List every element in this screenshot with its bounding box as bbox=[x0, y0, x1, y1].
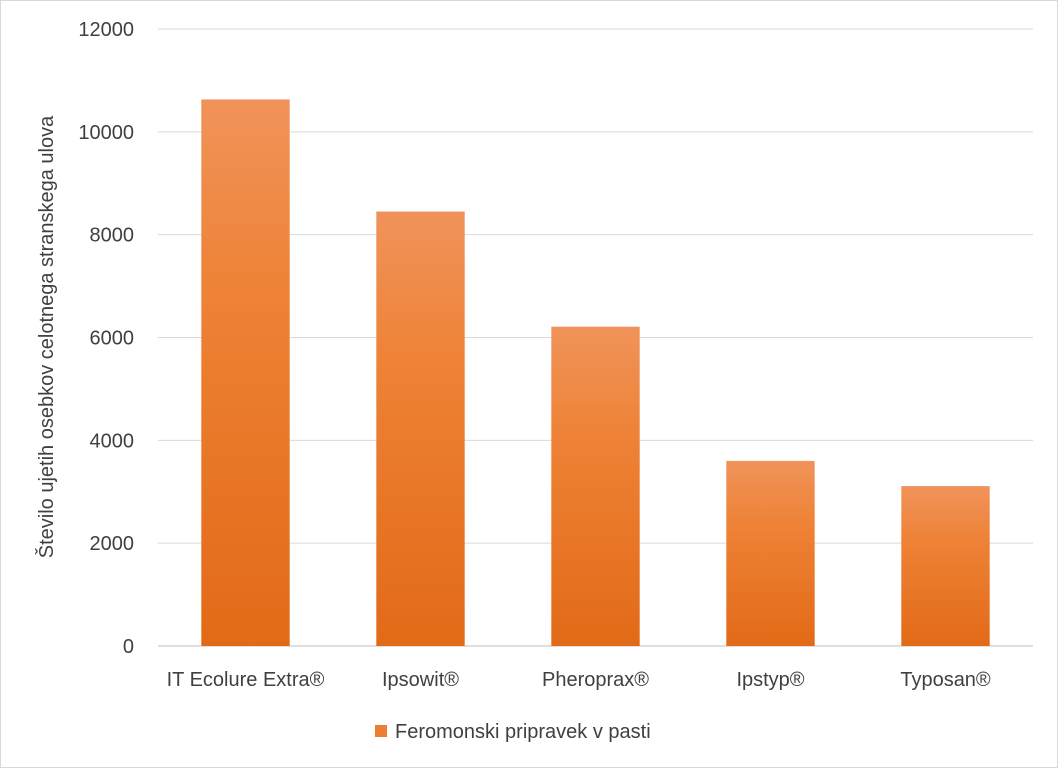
x-category-label: Pheroprax® bbox=[542, 669, 649, 691]
y-tick-label: 8000 bbox=[90, 225, 135, 247]
bar bbox=[201, 99, 290, 646]
bars bbox=[201, 99, 990, 646]
y-axis-title: Število ujetih osebkov celotnega stransk… bbox=[35, 115, 58, 558]
y-tick-label: 4000 bbox=[90, 430, 135, 452]
y-tick-label: 12000 bbox=[78, 19, 134, 41]
y-tick-label: 2000 bbox=[90, 533, 135, 555]
y-tick-label: 6000 bbox=[90, 328, 135, 350]
bar bbox=[376, 211, 465, 646]
legend: Feromonski pripravek v pasti bbox=[375, 721, 651, 743]
y-axis-ticks: 0 2000 4000 6000 8000 10000 12000 bbox=[78, 19, 134, 658]
x-axis-categories: IT Ecolure Extra® Ipsowit® Pheroprax® Ipsty… bbox=[167, 669, 991, 691]
bar bbox=[901, 486, 990, 646]
x-category-label: Ipstyp® bbox=[736, 669, 804, 691]
legend-swatch bbox=[375, 725, 387, 737]
bar bbox=[726, 460, 815, 646]
x-category-label: IT Ecolure Extra® bbox=[167, 669, 325, 691]
y-tick-label: 10000 bbox=[78, 122, 134, 144]
x-category-label: Ipsowit® bbox=[382, 669, 459, 691]
x-category-label: Typosan® bbox=[900, 669, 991, 691]
bar bbox=[551, 326, 640, 646]
legend-label: Feromonski pripravek v pasti bbox=[395, 721, 651, 743]
y-tick-label: 0 bbox=[123, 636, 134, 658]
